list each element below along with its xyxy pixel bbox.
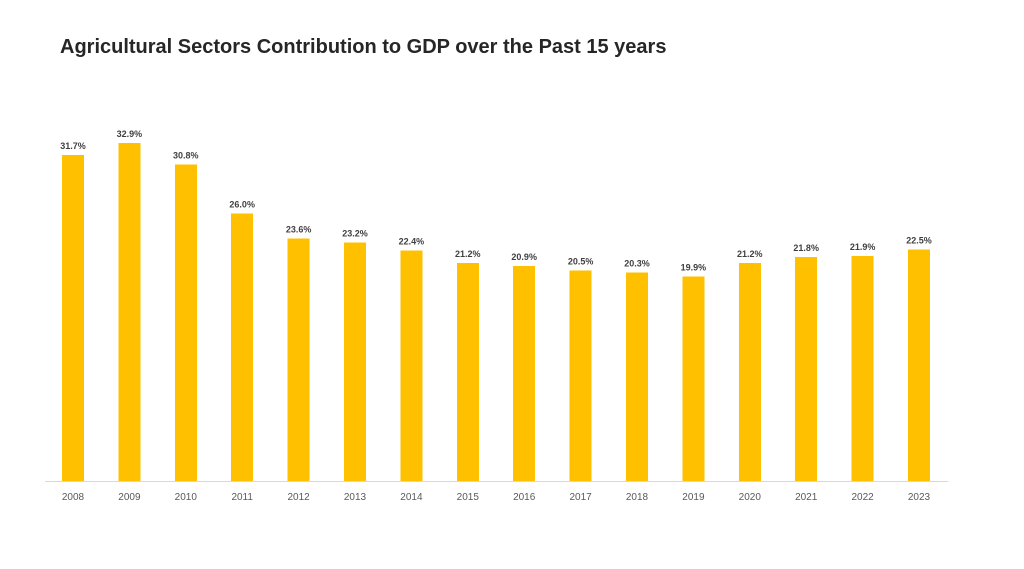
bar-2017: [569, 270, 592, 481]
data-label-2021: 21.8%: [793, 243, 819, 253]
x-tick-label-2014: 2014: [400, 492, 423, 503]
bar-2022: [851, 255, 874, 481]
bar-2020: [738, 263, 761, 481]
data-label-2016: 20.9%: [511, 252, 537, 262]
x-tick-label-2020: 2020: [739, 492, 762, 503]
bar-2016: [513, 266, 536, 481]
bars-layer: [62, 142, 930, 482]
x-tick-label-2013: 2013: [344, 492, 367, 503]
data-label-2023: 22.5%: [906, 236, 932, 246]
bar-2011: [231, 213, 254, 481]
x-tick-label-2012: 2012: [287, 492, 310, 503]
bar-2009: [118, 142, 141, 482]
x-tick-label-2017: 2017: [569, 492, 592, 503]
x-tick-label-2009: 2009: [118, 492, 141, 503]
data-label-2020: 21.2%: [737, 249, 763, 259]
x-tick-label-2018: 2018: [626, 492, 649, 503]
data-label-2013: 23.2%: [342, 229, 368, 239]
x-tick-label-2016: 2016: [513, 492, 536, 503]
data-label-2017: 20.5%: [568, 256, 594, 266]
x-tick-label-2010: 2010: [175, 492, 198, 503]
data-label-2018: 20.3%: [624, 258, 650, 268]
bar-2013: [344, 242, 366, 481]
data-label-2019: 19.9%: [681, 262, 707, 272]
bar-2023: [908, 249, 930, 481]
bar-2012: [287, 238, 310, 481]
x-tick-label-2023: 2023: [908, 492, 931, 503]
data-label-2010: 30.8%: [173, 150, 199, 160]
data-label-2012: 23.6%: [286, 224, 312, 234]
data-label-2008: 31.7%: [60, 141, 86, 151]
x-tick-label-2015: 2015: [457, 492, 480, 503]
bar-2008: [62, 155, 84, 481]
x-tick-label-2022: 2022: [851, 492, 874, 503]
chart-title: Agricultural Sectors Contribution to GDP…: [60, 36, 667, 58]
x-tick-label-2019: 2019: [682, 492, 705, 503]
x-tick-label-2011: 2011: [231, 492, 253, 503]
bar-2014: [400, 250, 423, 481]
data-label-2015: 21.2%: [455, 249, 481, 259]
x-tick-label-2021: 2021: [795, 492, 818, 503]
data-labels-layer: 31.7% 32.9% 30.8% 26.0% 23.6% 23.2% 22.4% 21.2%…: [60, 129, 932, 273]
data-label-2011: 26.0%: [229, 200, 255, 210]
bar-2018: [626, 272, 648, 481]
bar-2019: [682, 276, 705, 481]
data-label-2022: 21.9%: [850, 242, 876, 252]
bar-2015: [456, 263, 479, 481]
data-label-2014: 22.4%: [399, 237, 425, 247]
data-label-2009: 32.9%: [117, 129, 143, 139]
bar-2010: [174, 164, 197, 481]
bar-2021: [795, 256, 818, 481]
x-axis-tick-labels: 2008 2009 2010 2011 2012 2013 2014 2015 2016 2017…: [62, 492, 931, 503]
x-tick-label-2008: 2008: [62, 492, 85, 503]
